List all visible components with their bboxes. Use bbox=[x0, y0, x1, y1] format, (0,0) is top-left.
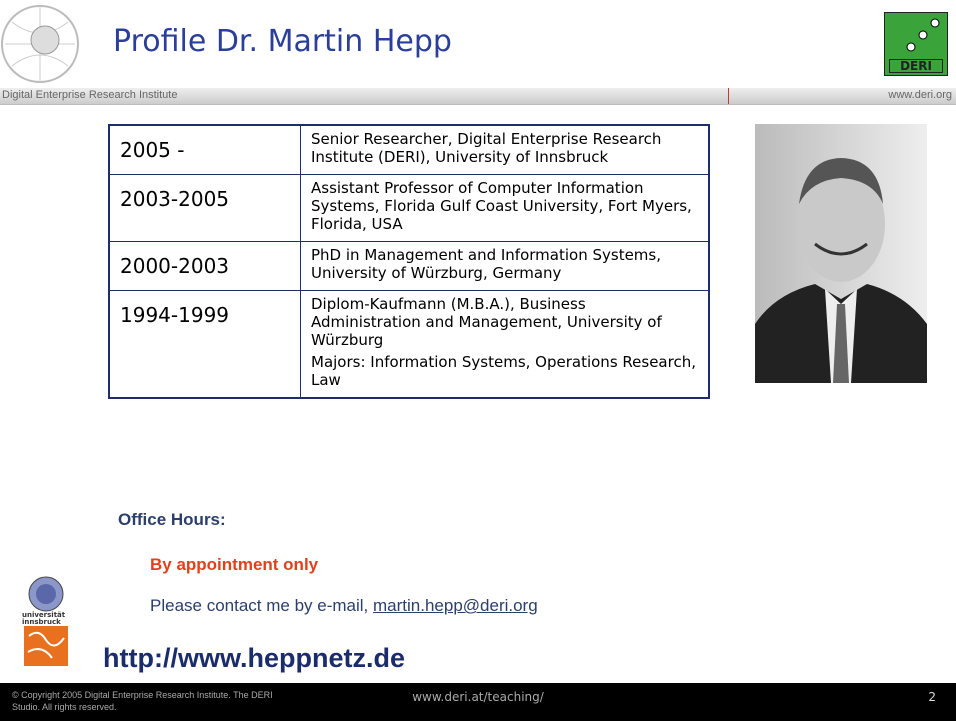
university-name: universität innsbruck bbox=[22, 611, 66, 626]
cv-details: PhD in Management and Information System… bbox=[300, 241, 710, 291]
footer-url: www.deri.at/teaching/ bbox=[412, 690, 544, 704]
homepage-url: http://www.heppnetz.de bbox=[103, 643, 405, 673]
site-url: www.deri.org bbox=[888, 89, 952, 101]
header-band: Digital Enterprise Research Institute ww… bbox=[0, 88, 956, 105]
institute-name: Digital Enterprise Research Institute bbox=[2, 89, 178, 101]
header-graphic bbox=[1, 5, 79, 83]
footer: www.deri.at/teaching/ © Copyright 2005 D… bbox=[0, 683, 956, 721]
contact-line: Please contact me by e-mail, martin.hepp… bbox=[150, 596, 538, 616]
cv-detail: Diplom-Kaufmann (M.B.A.), Business Admin… bbox=[311, 295, 662, 349]
cv-period: 2000-2003 bbox=[108, 241, 301, 291]
cv-row: 2000-2003 PhD in Management and Informati… bbox=[108, 241, 710, 291]
contact-text: Please contact me by e-mail, bbox=[150, 596, 369, 615]
cv-row: 1994-1999 Diplom-Kaufmann (M.B.A.), Busin… bbox=[108, 290, 710, 399]
cv-detail: Assistant Professor of Computer Informat… bbox=[311, 179, 692, 233]
cv-details: Diplom-Kaufmann (M.B.A.), Business Admin… bbox=[300, 290, 710, 399]
page-number: 2 bbox=[928, 690, 936, 704]
slide-title: Profile Dr. Martin Hepp bbox=[113, 24, 452, 59]
deri-logo: DERI bbox=[884, 12, 948, 76]
cv-period: 2005 - bbox=[108, 124, 301, 175]
cv-detail: Majors: Information Systems, Operations … bbox=[311, 353, 696, 389]
logo-graphic bbox=[906, 18, 940, 52]
email-link[interactable]: martin.hepp@deri.org bbox=[373, 596, 538, 615]
copyright: © Copyright 2005 Digital Enterprise Rese… bbox=[12, 690, 273, 712]
office-hours-note: By appointment only bbox=[150, 555, 319, 574]
cv-detail: Senior Researcher, Digital Enterprise Re… bbox=[311, 130, 662, 166]
cv-period: 2003-2005 bbox=[108, 174, 301, 242]
logo-text: DERI bbox=[889, 59, 943, 73]
cv-detail: PhD in Management and Information System… bbox=[311, 246, 661, 282]
office-hours-label: Office Hours: bbox=[118, 510, 226, 529]
cv-details: Senior Researcher, Digital Enterprise Re… bbox=[300, 124, 710, 175]
cv-row: 2005 - Senior Researcher, Digital Enterpr… bbox=[108, 124, 710, 175]
cv-period: 1994-1999 bbox=[108, 290, 301, 399]
cv-row: 2003-2005 Assistant Professor of Computer… bbox=[108, 174, 710, 242]
portrait-photo bbox=[755, 124, 927, 383]
university-logo bbox=[24, 576, 68, 666]
cv-table: 2005 - Senior Researcher, Digital Enterpr… bbox=[108, 124, 710, 399]
cv-details: Assistant Professor of Computer Informat… bbox=[300, 174, 710, 242]
